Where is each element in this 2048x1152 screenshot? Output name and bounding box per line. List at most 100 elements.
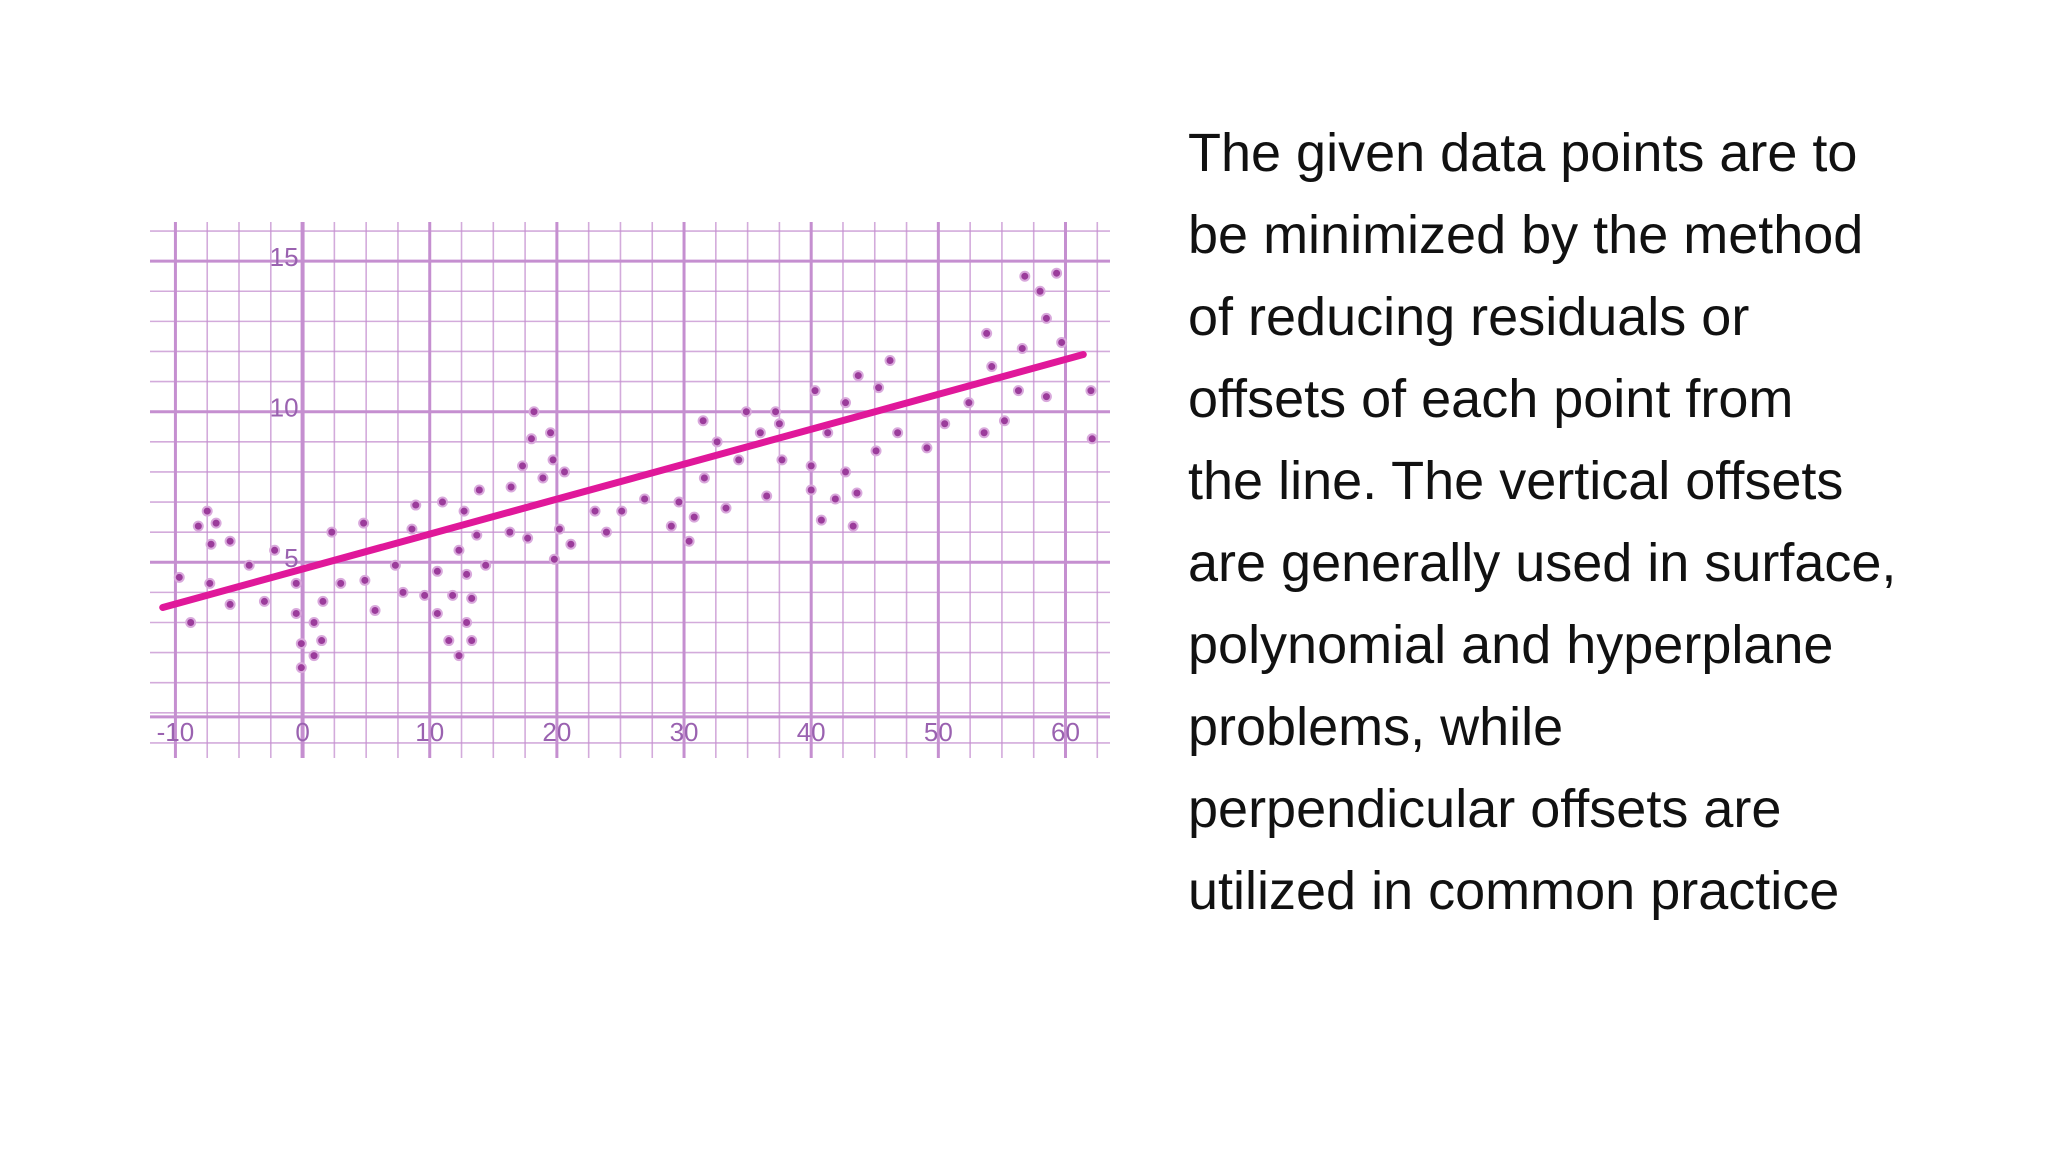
data-point [822,427,834,439]
data-point [1086,433,1098,445]
data-point [981,327,993,339]
data-point [406,523,418,535]
text-line: the line. The vertical offsets [1188,451,1844,511]
data-point [243,559,255,571]
data-point [711,436,723,448]
data-point [1051,267,1063,279]
data-point [316,635,328,647]
text-line: are generally used in surface, [1188,533,1897,593]
data-point [505,481,517,493]
data-point [773,418,785,430]
data-point [683,535,695,547]
data-point [600,526,612,538]
data-point [458,505,470,517]
data-point [840,397,852,409]
data-point [892,427,904,439]
data-point [453,650,465,662]
data-point [740,406,752,418]
data-point [884,355,896,367]
data-point [419,589,431,601]
data-point [815,514,827,526]
data-point [805,460,817,472]
data-point [847,520,859,532]
fit-line [159,350,1087,611]
data-point [829,493,841,505]
data-point [963,397,975,409]
data-point [840,466,852,478]
data-point [389,559,401,571]
x-tick-label: 50 [924,717,953,747]
data-point [565,538,577,550]
data-point [545,427,557,439]
data-point [776,454,788,466]
data-point [553,523,565,535]
data-point [205,538,217,550]
text-line: The given data points are to [1188,123,1858,183]
data-point [547,454,559,466]
data-point [939,418,951,430]
y-tick-label: 10 [270,393,299,423]
data-point [431,607,443,619]
data-point [461,616,473,628]
data-point [1012,385,1024,397]
x-tick-label: 20 [542,717,571,747]
data-point [673,496,685,508]
data-point [290,577,302,589]
data-point [436,496,448,508]
data-point [1034,285,1046,297]
data-point [616,505,628,517]
data-point [1019,270,1031,282]
data-point [665,520,677,532]
data-point [1085,385,1097,397]
data-point [761,490,773,502]
text-line: problems, while [1188,697,1564,757]
data-point [466,592,478,604]
data-point [359,574,371,586]
y-tick-label: 5 [284,543,298,573]
data-point [998,415,1010,427]
x-tick-label: 40 [797,717,826,747]
y-tick-label: 15 [270,242,299,272]
data-point [589,505,601,517]
data-point [688,511,700,523]
data-point [447,589,459,601]
data-point [210,517,222,529]
data-point [528,406,540,418]
data-point [517,460,529,472]
data-point [369,604,381,616]
data-point [809,385,821,397]
data-point [308,650,320,662]
data-point [192,520,204,532]
text-line: polynomial and hyperplane [1188,615,1834,675]
data-point [453,544,465,556]
data-point [308,616,320,628]
text-line: utilized in common practice [1188,861,1840,921]
data-point [201,505,213,517]
data-point [431,565,443,577]
text-line: perpendicular offsets are [1188,779,1782,839]
x-tick-label: 10 [415,717,444,747]
data-point [1016,342,1028,354]
data-point [754,427,766,439]
data-point [295,638,307,650]
data-point [461,568,473,580]
data-point [522,532,534,544]
data-point [1040,312,1052,324]
data-point [537,472,549,484]
data-point [443,635,455,647]
data-point [1056,336,1068,348]
data-point [805,484,817,496]
data-point [986,361,998,373]
data-point [317,595,329,607]
data-point [269,544,281,556]
body-text: The given data points are to be minimized… [1188,112,1896,932]
data-point [978,427,990,439]
data-point [224,598,236,610]
data-point [873,382,885,394]
data-point [358,517,370,529]
data-point [471,529,483,541]
x-tick-label: 60 [1051,717,1080,747]
data-point [559,466,571,478]
data-point [639,493,651,505]
data-point [504,526,516,538]
